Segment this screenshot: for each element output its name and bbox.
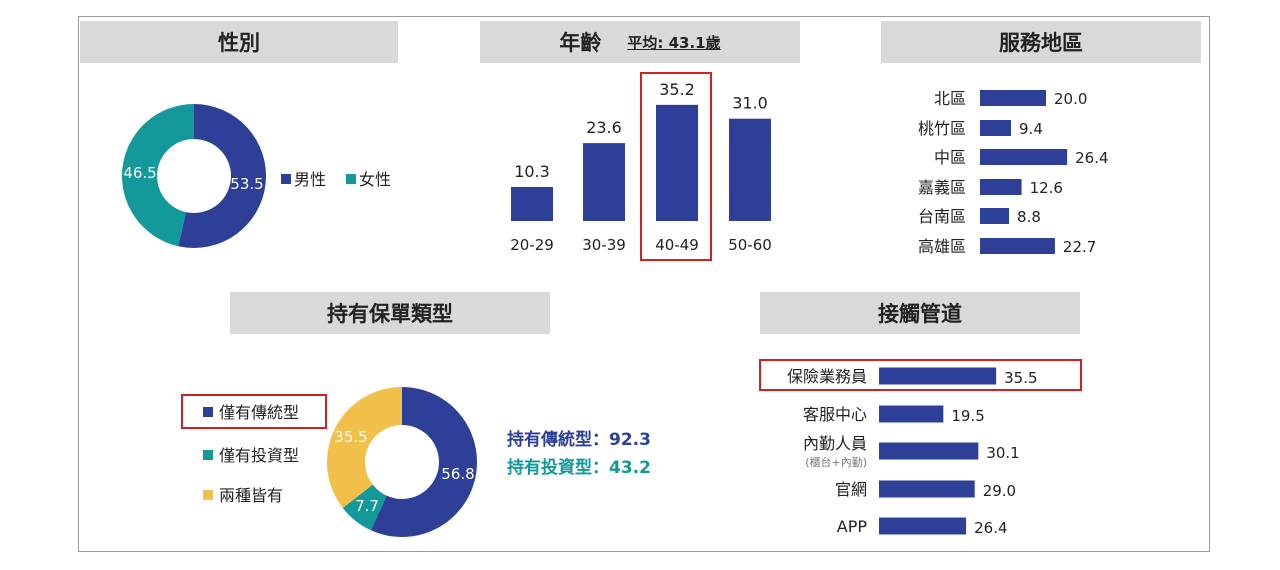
policy-slice-label-2: 35.5 — [334, 428, 367, 446]
age-average: 平均: 43.1歲 — [627, 33, 721, 52]
policy-legend-swatch-0 — [203, 407, 213, 417]
age-bar-1 — [583, 143, 625, 221]
region-category-label-3: 嘉義區 — [918, 178, 966, 197]
age-bar-3 — [729, 118, 771, 221]
region-value-label-1: 9.4 — [1019, 120, 1043, 138]
channel-value-label-2: 30.1 — [986, 444, 1019, 462]
age-bar-chart: 10.3 20-29 23.6 30-39 35.2 40-49 31.0 50-60 — [510, 80, 772, 254]
age-value-label-2: 35.2 — [659, 80, 695, 99]
gender-title: 性別 — [218, 31, 260, 55]
channel-bar-4 — [879, 517, 967, 535]
policy-legend-label-1: 僅有投資型 — [219, 446, 299, 465]
region-category-label-5: 高雄區 — [918, 237, 966, 256]
region-value-label-2: 26.4 — [1075, 149, 1108, 167]
channel-highlight-box — [759, 359, 1082, 391]
region-bar-4 — [980, 208, 1010, 224]
gender-legend-swatch-0 — [281, 174, 291, 184]
channel-bar-2 — [879, 442, 979, 460]
region-header: 服務地區 — [881, 21, 1201, 63]
region-bar-chart: 北區 20.0 桃竹區 9.4 中區 26.4 嘉義區 12.6 台南區 8.8 高雄區 22.7 — [918, 89, 1109, 256]
policy-slice-label-0: 56.8 — [441, 465, 474, 483]
region-category-label-4: 台南區 — [918, 207, 966, 226]
region-value-label-5: 22.7 — [1063, 238, 1096, 256]
channel-value-label-1: 19.5 — [951, 407, 984, 425]
region-category-label-2: 中區 — [934, 148, 966, 167]
policy-annotation-1: 持有投資型：43.2 — [507, 457, 651, 478]
age-value-label-0: 10.3 — [514, 162, 550, 181]
channel-header: 接觸管道 — [760, 292, 1080, 334]
channel-bar-1 — [879, 405, 944, 423]
channel-category-label-2: 內勤人員 — [803, 434, 867, 453]
gender-header: 性別 — [80, 21, 398, 63]
age-category-label-0: 20-29 — [510, 236, 554, 254]
policy-legend-highlight-box — [181, 394, 327, 429]
region-title: 服務地區 — [999, 31, 1083, 55]
policy-legend-swatch-2 — [203, 490, 213, 500]
gender-legend-label-1: 女性 — [359, 170, 391, 189]
region-category-label-0: 北區 — [934, 89, 966, 108]
channel-category-label-3: 官網 — [835, 480, 867, 499]
policy-slice-label-1: 7.7 — [355, 497, 379, 515]
channel-category-label-0: 保險業務員 — [787, 367, 867, 386]
gender-slice-label-0: 53.5 — [230, 175, 263, 193]
policy-slice-0 — [370, 387, 478, 537]
region-bar-2 — [980, 149, 1068, 165]
policy-legend-label-2: 兩種皆有 — [219, 486, 283, 505]
channel-title: 接觸管道 — [878, 302, 962, 326]
gender-slice-label-1: 46.5 — [123, 164, 156, 182]
region-value-label-4: 8.8 — [1017, 208, 1041, 226]
channel-value-label-4: 26.4 — [974, 519, 1007, 537]
gender-donut-chart: 53.5 46.5 男性 女性 — [121, 104, 391, 249]
region-bar-3 — [980, 179, 1022, 195]
age-title: 年齡 — [559, 31, 602, 55]
age-bar-0 — [511, 187, 553, 221]
age-category-label-2: 40-49 — [655, 236, 699, 254]
dashboard-frame — [78, 16, 1210, 552]
age-value-label-3: 31.0 — [732, 94, 768, 113]
gender-slice-1 — [121, 104, 194, 247]
gender-legend-swatch-1 — [346, 174, 356, 184]
policy-legend-swatch-1 — [203, 450, 213, 460]
age-highlight-box — [640, 72, 712, 261]
region-value-label-0: 20.0 — [1054, 90, 1087, 108]
age-value-label-1: 23.6 — [586, 118, 622, 137]
policy-slice-1 — [342, 484, 387, 531]
channel-bar-3 — [879, 480, 975, 498]
policy-legend-label-0: 僅有傳統型 — [219, 403, 299, 422]
region-bar-0 — [980, 90, 1046, 106]
channel-value-label-3: 29.0 — [983, 482, 1016, 500]
channel-value-label-0: 35.5 — [1004, 369, 1037, 387]
region-bar-1 — [980, 120, 1012, 136]
age-category-label-3: 50-60 — [728, 236, 772, 254]
region-category-label-1: 桃竹區 — [918, 119, 966, 138]
policy-slice-2 — [327, 387, 402, 508]
channel-bar-0 — [879, 367, 997, 385]
channel-bar-chart: 保險業務員 35.5 客服中心 19.5 內勤人員 (櫃台+內勤) 30.1 官網 29.0 AP… — [787, 367, 1038, 537]
region-value-label-3: 12.6 — [1030, 179, 1063, 197]
policy-title: 持有保單類型 — [327, 302, 453, 326]
age-bar-2 — [656, 104, 698, 221]
channel-category-label-1: 客服中心 — [803, 405, 867, 424]
gender-slice-0 — [178, 104, 266, 249]
channel-category-note-2: (櫃台+內勤) — [805, 455, 867, 469]
channel-category-label-4: APP — [837, 517, 868, 536]
region-bar-5 — [980, 238, 1055, 254]
policy-annotation-0: 持有傳統型：92.3 — [507, 429, 651, 450]
age-header: 年齡 平均: 43.1歲 — [480, 21, 800, 63]
gender-legend-label-0: 男性 — [294, 170, 326, 189]
policy-header: 持有保單類型 — [230, 292, 550, 334]
age-category-label-1: 30-39 — [582, 236, 626, 254]
